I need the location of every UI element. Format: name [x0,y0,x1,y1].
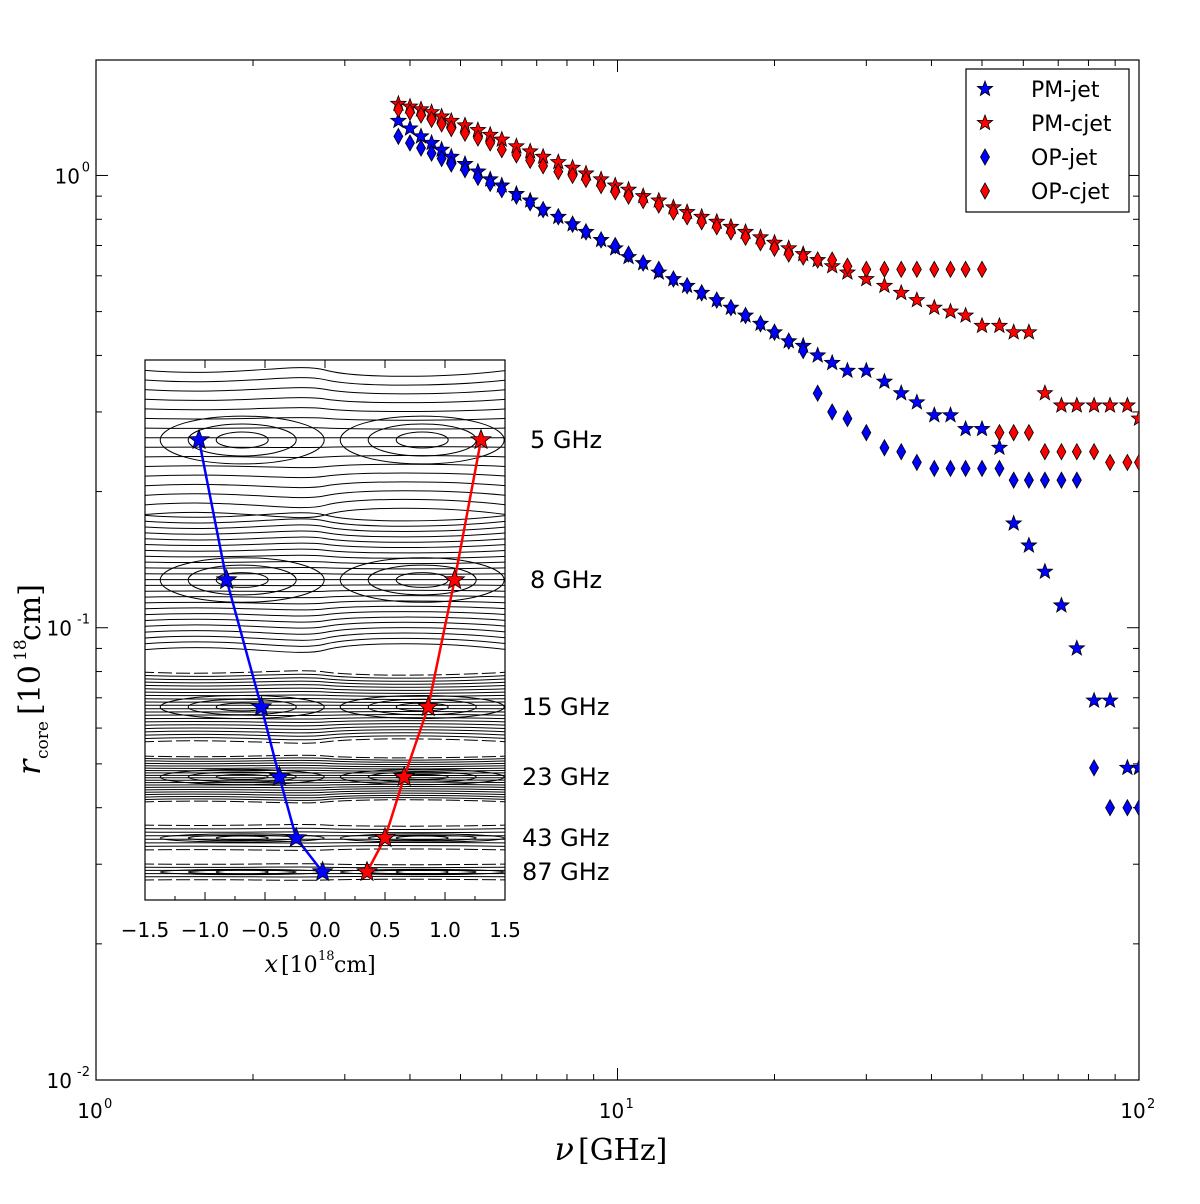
x-tick-exponent: 0 [104,1097,112,1112]
frequency-label: 15 GHz [522,693,609,721]
inset-x-tick-label: 0.0 [309,918,341,942]
x-axis-label: ν[GHz] [555,1130,668,1168]
frequency-label: 43 GHz [522,824,609,852]
inset-x-unit-suffix: cm] [334,953,376,978]
contour-line [140,702,510,703]
legend-label: PM-jet [1031,78,1100,103]
y-tick-exponent: -1 [77,613,90,628]
x-axis-symbol: ν [555,1130,574,1168]
y-axis-subscript: core [33,721,53,759]
y-tick-exponent: -2 [77,1065,90,1080]
x-tick-exponent: 1 [626,1097,634,1112]
legend: PM-jet PM-cjet OP-jet OP-cjet [966,69,1129,212]
frequency-label: 23 GHz [522,763,609,791]
frequency-label: 8 GHz [530,566,602,594]
x-axis-unit: [GHz] [578,1133,667,1168]
contour-line [140,712,510,713]
x-tick-base: 10 [77,1099,102,1123]
contour-line [140,842,510,843]
legend-label: PM-cjet [1031,112,1112,137]
frequency-label: 5 GHz [530,426,602,454]
inset-x-tick-label: −1.0 [181,918,230,942]
y-axis-symbol: r [10,758,48,775]
y-axis-unit-suffix: cm] [13,584,48,641]
inset-x-tick-label: −0.5 [241,918,290,942]
y-tick-base: 10 [47,617,72,641]
inset-x-tick-label: 0.5 [369,918,401,942]
y-tick-exponent: 0 [82,160,90,175]
y-axis-unit-prefix: [10 [13,665,48,715]
y-axis-unit-exponent: 18 [11,639,31,661]
inset-x-tick-label: 1.0 [429,918,461,942]
inset-x-tick-label: 1.5 [489,918,521,942]
legend-label: OP-jet [1031,146,1098,171]
x-tick-exponent: 2 [1147,1097,1155,1112]
frequency-label: 87 GHz [522,858,609,886]
y-tick-base: 10 [55,164,80,188]
x-tick-base: 10 [599,1099,624,1123]
inset-x-unit-prefix: [10 [281,953,318,978]
y-tick-base: 10 [47,1069,72,1093]
legend-label: OP-cjet [1031,180,1110,205]
inset-x-unit-exponent: 18 [318,949,335,964]
inset-x-tick-label: −1.5 [121,918,170,942]
x-tick-base: 10 [1120,1099,1145,1123]
inset-x-symbol: x [264,950,278,978]
